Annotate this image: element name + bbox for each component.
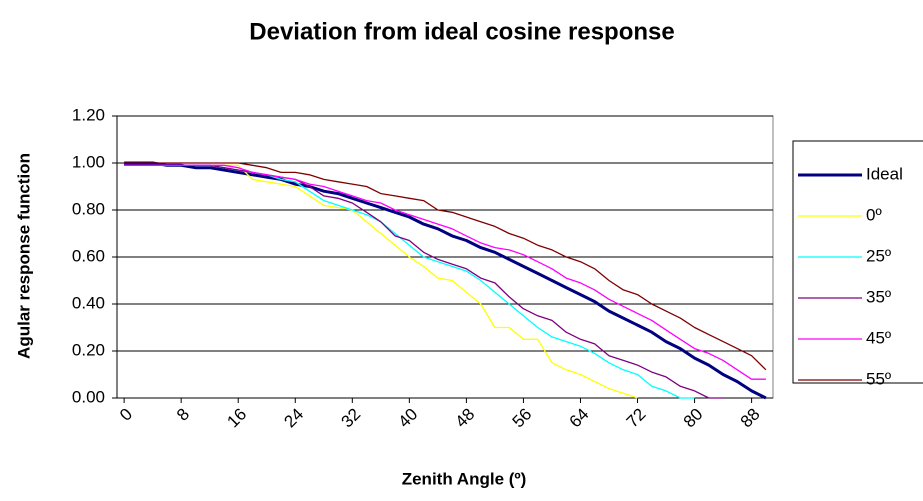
y-tick-label: 1.00: [72, 152, 105, 171]
legend-label: 45º: [866, 328, 891, 347]
y-tick-label: 0.20: [72, 340, 105, 359]
y-tick-label: 0.80: [72, 199, 105, 218]
series-line: [124, 161, 767, 400]
y-tick-label: 1.20: [72, 105, 105, 124]
legend-label: 35º: [866, 287, 891, 306]
legend-box: [792, 140, 923, 384]
y-axis-label: Agular response function: [14, 153, 33, 359]
series-line: [124, 164, 724, 399]
x-axis-label: Zenith Angle (º): [402, 469, 527, 488]
legend-label: 0º: [866, 205, 882, 224]
series-line: [124, 164, 766, 380]
chart-title: Deviation from ideal cosine response: [249, 18, 674, 45]
y-tick-label: 0.60: [72, 246, 105, 265]
y-tick-label: 0.00: [72, 387, 105, 406]
y-tick-label: 0.40: [72, 293, 105, 312]
series-line: [124, 162, 767, 371]
legend-label: 55º: [866, 369, 891, 388]
legend-label: 25º: [866, 246, 891, 265]
legend-label: Ideal: [866, 164, 903, 183]
